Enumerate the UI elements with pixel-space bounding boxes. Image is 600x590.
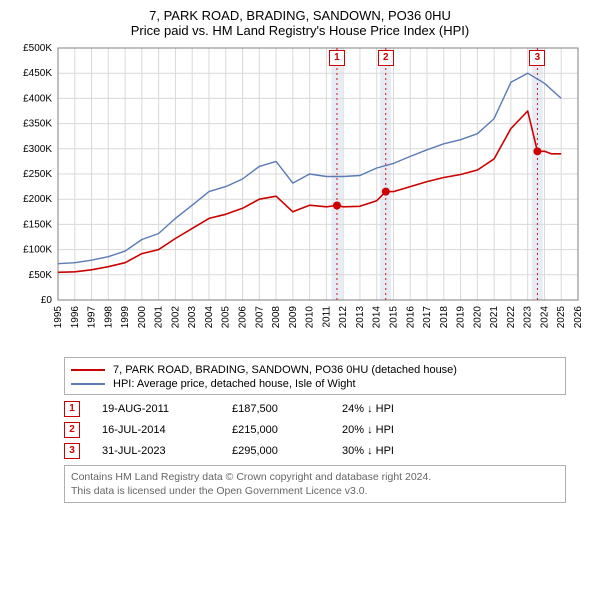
svg-text:1996: 1996	[70, 306, 81, 329]
legend-swatch	[71, 369, 105, 371]
svg-text:2021: 2021	[489, 306, 500, 329]
legend-row: 7, PARK ROAD, BRADING, SANDOWN, PO36 0HU…	[71, 364, 559, 376]
transaction-price: £215,000	[232, 424, 342, 436]
svg-text:2011: 2011	[321, 306, 332, 328]
svg-text:2008: 2008	[271, 306, 282, 329]
svg-text:£150K: £150K	[23, 219, 52, 230]
svg-text:£400K: £400K	[23, 93, 52, 104]
svg-text:£250K: £250K	[23, 169, 52, 180]
svg-text:2010: 2010	[305, 306, 316, 329]
chart-marker-label: 1	[329, 50, 345, 66]
svg-text:2000: 2000	[137, 306, 148, 329]
legend-label: HPI: Average price, detached house, Isle…	[113, 378, 356, 390]
transaction-delta: 24% ↓ HPI	[342, 403, 394, 415]
transaction-delta: 20% ↓ HPI	[342, 424, 394, 436]
svg-text:2017: 2017	[422, 306, 433, 329]
svg-text:2007: 2007	[254, 306, 265, 329]
transaction-row: 2 16-JUL-2014£215,00020% ↓ HPI	[64, 422, 566, 438]
transaction-marker: 1	[64, 401, 80, 417]
legend-label: 7, PARK ROAD, BRADING, SANDOWN, PO36 0HU…	[113, 364, 457, 376]
transaction-price: £295,000	[232, 445, 342, 457]
transaction-date: 19-AUG-2011	[102, 403, 232, 415]
svg-text:2004: 2004	[204, 306, 215, 329]
svg-text:2023: 2023	[523, 306, 534, 329]
transaction-marker: 2	[64, 422, 80, 438]
chart-title-address: 7, PARK ROAD, BRADING, SANDOWN, PO36 0HU	[14, 8, 586, 23]
svg-text:£200K: £200K	[23, 194, 52, 205]
svg-text:2014: 2014	[372, 306, 383, 329]
svg-text:2018: 2018	[439, 306, 450, 329]
chart-marker-label: 3	[529, 50, 545, 66]
svg-text:2012: 2012	[338, 306, 349, 329]
attribution-footer: Contains HM Land Registry data © Crown c…	[64, 465, 566, 503]
svg-text:£300K: £300K	[23, 144, 52, 155]
transaction-row: 3 31-JUL-2023£295,00030% ↓ HPI	[64, 443, 566, 459]
chart-marker-label: 2	[378, 50, 394, 66]
svg-text:2015: 2015	[388, 306, 399, 329]
svg-text:2019: 2019	[456, 306, 467, 329]
svg-text:2006: 2006	[238, 306, 249, 329]
svg-text:£100K: £100K	[23, 245, 52, 256]
svg-text:2025: 2025	[556, 306, 567, 329]
svg-text:2003: 2003	[187, 306, 198, 329]
chart-area: £0£50K£100K£150K£200K£250K£300K£350K£400…	[58, 44, 580, 349]
footer-line: Contains HM Land Registry data © Crown c…	[71, 470, 559, 484]
transaction-price: £187,500	[232, 403, 342, 415]
transaction-date: 31-JUL-2023	[102, 445, 232, 457]
svg-text:1999: 1999	[120, 306, 131, 329]
svg-text:2016: 2016	[405, 306, 416, 329]
transaction-table: 1 19-AUG-2011£187,50024% ↓ HPI 2 16-JUL-201…	[64, 401, 566, 459]
svg-text:1997: 1997	[87, 306, 98, 329]
svg-text:2009: 2009	[288, 306, 299, 329]
svg-text:2002: 2002	[170, 306, 181, 329]
transaction-date: 16-JUL-2014	[102, 424, 232, 436]
svg-text:2024: 2024	[539, 306, 550, 329]
legend: 7, PARK ROAD, BRADING, SANDOWN, PO36 0HU…	[64, 357, 566, 395]
svg-text:£50K: £50K	[29, 270, 53, 281]
svg-text:2001: 2001	[154, 306, 165, 329]
transaction-marker: 3	[64, 443, 80, 459]
chart-subtitle: Price paid vs. HM Land Registry's House …	[14, 23, 586, 38]
svg-text:£500K: £500K	[23, 43, 52, 54]
svg-text:£350K: £350K	[23, 119, 52, 130]
svg-text:2013: 2013	[355, 306, 366, 329]
svg-text:1998: 1998	[103, 306, 114, 329]
svg-text:2005: 2005	[221, 306, 232, 329]
line-chart-svg: £0£50K£100K£150K£200K£250K£300K£350K£400…	[58, 44, 578, 344]
svg-text:2022: 2022	[506, 306, 517, 329]
svg-text:2026: 2026	[573, 306, 584, 329]
svg-text:£0: £0	[41, 295, 53, 306]
svg-text:1995: 1995	[53, 306, 64, 329]
legend-swatch	[71, 383, 105, 385]
transaction-row: 1 19-AUG-2011£187,50024% ↓ HPI	[64, 401, 566, 417]
footer-line: This data is licensed under the Open Gov…	[71, 484, 559, 498]
legend-row: HPI: Average price, detached house, Isle…	[71, 378, 559, 390]
svg-text:£450K: £450K	[23, 68, 52, 79]
svg-text:2020: 2020	[472, 306, 483, 329]
transaction-delta: 30% ↓ HPI	[342, 445, 394, 457]
